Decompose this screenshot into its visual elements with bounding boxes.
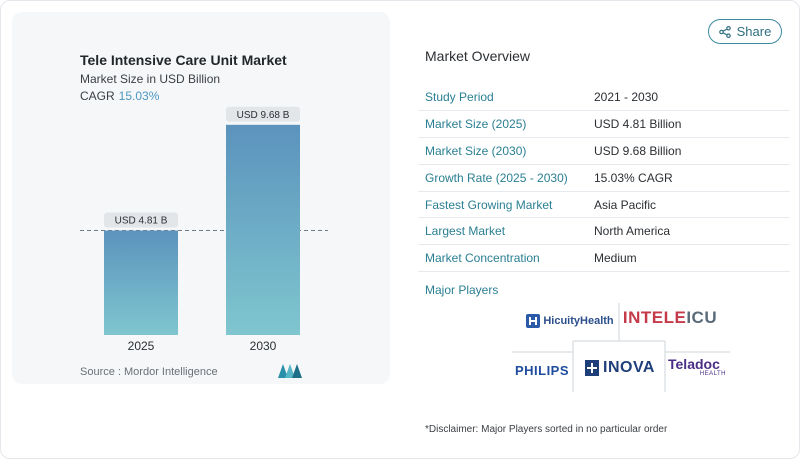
chart-subtitle: Market Size in USD Billion — [80, 72, 221, 86]
overview-key: Market Size (2025) — [418, 110, 588, 139]
data-label-bg — [226, 106, 300, 122]
overview-row: Study Period 2021 - 2030 — [418, 84, 790, 112]
overview-title: Market Overview — [425, 48, 531, 64]
source-note: Source : Mordor Intelligence — [80, 366, 218, 378]
overview-key: Largest Market — [418, 217, 588, 246]
cagr-label: CAGR — [80, 89, 115, 103]
share-button[interactable]: Share — [708, 19, 782, 44]
overview-key: Growth Rate (2025 - 2030) — [418, 164, 588, 192]
cagr-line: CAGR 15.03% — [80, 89, 159, 103]
inteleicu-logo: INTEL E ICU — [622, 308, 718, 327]
bar-2025 — [104, 230, 178, 335]
cagr-value: 15.03% — [118, 89, 160, 103]
bar-chart: USD 4.81 B 2025 USD 9.68 B 2030 — [80, 106, 328, 353]
overview-value: USD 4.81 Billion — [588, 110, 790, 139]
overview-value: 2021 - 2030 — [588, 84, 790, 112]
mordor-logo-icon — [278, 364, 302, 378]
overview-key: Fastest Growing Market — [418, 191, 588, 219]
overview-value: USD 9.68 Billion — [588, 137, 790, 165]
category-label: 2030 — [250, 339, 277, 353]
inova-mark-icon — [585, 360, 599, 376]
major-players-title: Major Players — [425, 283, 499, 297]
inova-logo: INOVA — [578, 356, 662, 380]
overview-row: Market Size (2025) USD 4.81 Billion — [418, 110, 790, 139]
share-label: Share — [736, 24, 772, 39]
teladoc-logo: Teladoc HEALTH — [668, 356, 726, 377]
data-label: USD 4.81 B — [115, 216, 168, 227]
data-label-bg — [104, 212, 178, 228]
overview-value: Asia Pacific — [588, 191, 790, 219]
overview-row: Market Concentration Medium — [418, 244, 790, 273]
overview-key: Study Period — [418, 84, 588, 112]
overview-table: Study Period 2021 - 2030 Market Size (2025… — [418, 84, 790, 273]
philips-logo: PHILIPS — [514, 362, 570, 378]
overview-value: Medium — [588, 244, 790, 273]
overview-row: Fastest Growing Market Asia Pacific — [418, 191, 790, 219]
overview-value: 15.03% CAGR — [588, 164, 790, 192]
overview-key: Market Concentration — [418, 244, 588, 273]
bar-2030 — [226, 124, 300, 335]
category-label: 2025 — [128, 339, 155, 353]
chart-title: Tele Intensive Care Unit Market — [80, 52, 287, 68]
data-label: USD 9.68 B — [237, 110, 290, 121]
overview-row: Largest Market North America — [418, 217, 790, 246]
hicuity-mark-icon — [526, 314, 541, 328]
chart-card — [12, 12, 390, 384]
overview-row: Market Size (2030) USD 9.68 Billion — [418, 137, 790, 165]
share-icon — [718, 25, 731, 38]
disclaimer: *Disclaimer: Major Players sorted in no … — [425, 424, 668, 435]
overview-value: North America — [588, 217, 790, 246]
hicuity-health-logo: HicuityHealth — [524, 311, 616, 331]
overview-key: Market Size (2030) — [418, 137, 588, 165]
overview-row: Growth Rate (2025 - 2030) 15.03% CAGR — [418, 164, 790, 192]
